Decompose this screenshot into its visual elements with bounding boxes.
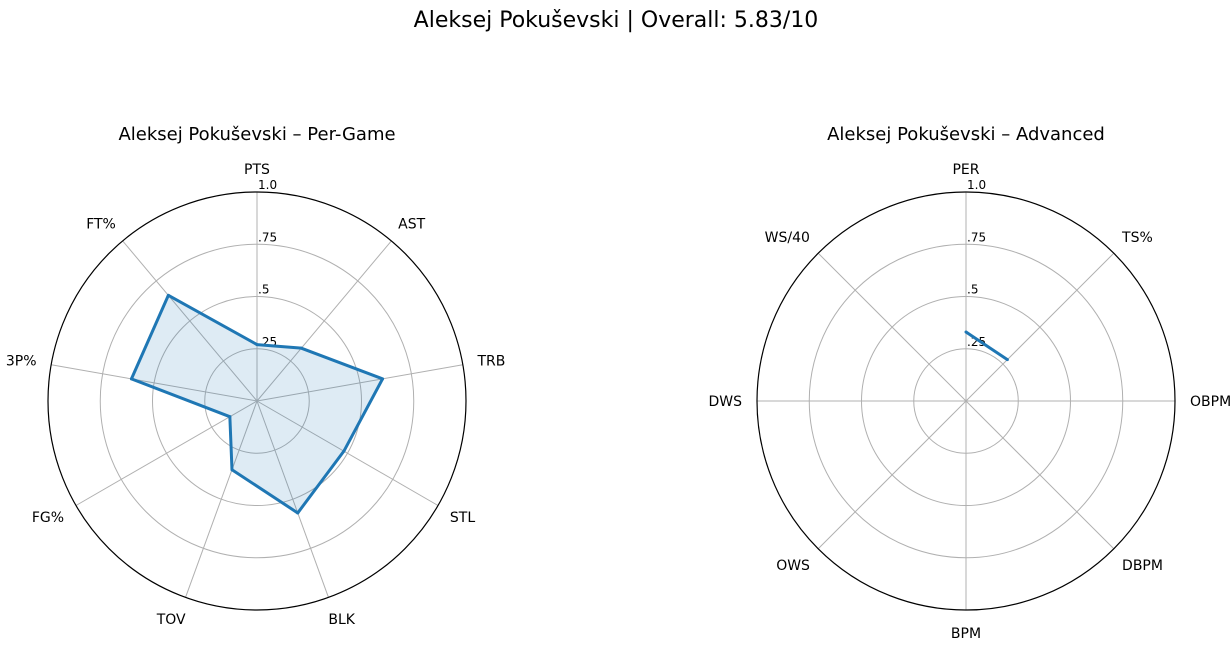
spoke-ows [817,400,967,550]
data-point-stl [342,449,346,453]
data-point-blk [296,511,300,515]
series-line [965,330,1009,361]
category-label-dws: DWS [708,394,742,410]
spoke-3p- [51,364,258,402]
data-point-ast [299,346,303,350]
polar-frame [47,191,467,611]
data-point-3p- [129,377,133,381]
advanced-radar-panel: Aleksej Pokuševski – Advanced .25 .5 .75 1.… [708,124,1231,642]
category-label-per: PER [952,162,979,178]
category-label-ts-: TS% [1121,230,1153,246]
data-point-tov [230,468,234,472]
data-point-ft- [166,293,170,297]
category-label-bpm: BPM [951,626,981,642]
data-point-fg- [228,415,232,419]
spoke-ws-40 [817,252,967,402]
polar-frame [756,191,1176,611]
category-label-tov: TOV [156,612,186,628]
spoke-tov [185,400,258,598]
spoke-blk [256,400,329,598]
radial-tick-label: 1.0 [258,178,277,192]
spoke-fg- [75,400,258,506]
radial-tick-label: .75 [967,230,986,244]
radial-tick-label: .5 [258,283,269,297]
category-label-obpm: OBPM [1190,394,1231,410]
radial-tick-label: .75 [258,230,277,244]
category-label-blk: BLK [328,612,355,628]
data-point-pts [255,343,259,347]
figure-title: Aleksej Pokuševski | Overall: 5.83/10 [413,8,819,33]
spoke-ts- [965,252,1115,402]
category-label-pts: PTS [244,162,270,178]
category-label-ft-: FT% [86,216,116,232]
series-line [129,293,385,515]
category-label-3p-: 3P% [6,354,37,370]
spoke-stl [256,400,439,506]
advanced-radar-title: Aleksej Pokuševski – Advanced [827,124,1105,145]
category-label-trb: TRB [476,354,505,370]
data-point-ts- [1005,358,1009,362]
spoke-trb [256,364,463,402]
category-label-ast: AST [398,216,425,232]
category-label-ows: OWS [776,558,810,574]
data-point-trb [381,377,385,381]
radial-tick-label: 1.0 [967,178,986,192]
series-area-fill [131,295,383,513]
spoke-ft- [122,240,258,402]
data-point-per [964,330,968,334]
spoke-ast [256,240,392,402]
category-label-fg-: FG% [32,510,64,526]
category-label-ws-40: WS/40 [765,230,810,246]
per-game-radar-title: Aleksej Pokuševski – Per-Game [118,124,395,145]
category-label-stl: STL [450,510,475,526]
spoke-dbpm [965,400,1115,550]
per-game-radar-panel: Aleksej Pokuševski – Per-Game .25.5.751.… [6,124,505,628]
radial-tick-label: .25 [967,335,986,349]
radial-tick-label: .5 [967,283,978,297]
category-label-dbpm: DBPM [1122,558,1163,574]
